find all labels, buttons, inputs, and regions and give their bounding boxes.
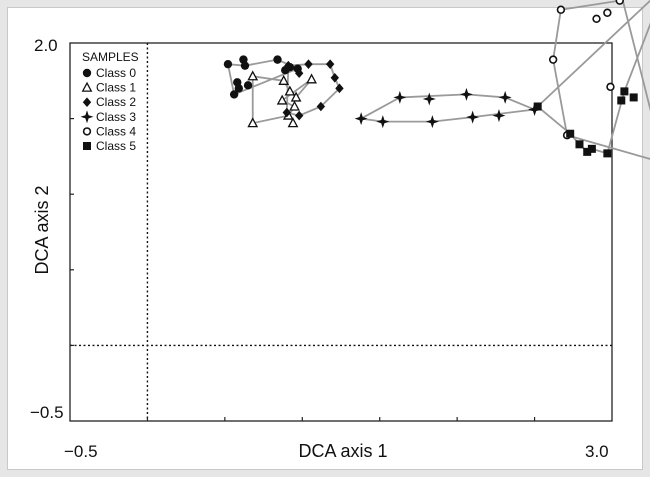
point-class-0: [223, 59, 233, 69]
point-class-0: [243, 81, 253, 90]
point-class-4: [556, 5, 566, 14]
point-class-3: [354, 112, 368, 126]
point-class-4: [592, 14, 601, 24]
point-class-1: [287, 117, 299, 128]
point-class-1: [247, 70, 259, 81]
point-class-1: [278, 74, 290, 85]
point-class-3: [459, 87, 473, 101]
point-class-2: [335, 83, 344, 94]
point-class-5: [617, 96, 626, 105]
y-tick-label-bottom: −0.5: [30, 403, 64, 422]
legend-label-class-5: Class 5: [96, 139, 136, 153]
legend-marker-class-2: [82, 97, 92, 107]
point-class-4: [615, 0, 624, 5]
legend-marker-class-0: [82, 68, 92, 78]
legend-label-class-4: Class 4: [96, 124, 136, 138]
hull-class-4: [552, 0, 650, 160]
point-class-5: [566, 129, 575, 138]
point-class-3: [492, 109, 506, 123]
chart-frame: [7, 7, 643, 470]
point-class-5: [575, 140, 584, 149]
legend-label-class-0: Class 0: [96, 66, 136, 80]
point-class-3: [498, 90, 512, 104]
point-class-3: [376, 115, 390, 129]
hull-class-5: [536, 0, 650, 155]
x-tick-label-left: −0.5: [64, 442, 98, 461]
x-axis-title: DCA axis 1: [298, 441, 387, 461]
y-tick-label-top: 2.0: [34, 36, 58, 55]
point-class-0: [234, 84, 243, 93]
point-class-5: [603, 149, 612, 158]
x-tick-label-right: 3.0: [585, 442, 609, 461]
legend-title: SAMPLES: [82, 50, 139, 64]
point-class-1: [276, 94, 288, 105]
legend-marker-class-1: [81, 81, 93, 92]
point-class-4: [548, 55, 558, 64]
legend-marker-class-3: [80, 110, 94, 124]
point-class-5: [533, 102, 542, 111]
legend-label-class-3: Class 3: [96, 110, 136, 124]
point-class-3: [393, 90, 407, 104]
point-class-3: [425, 115, 439, 129]
point-class-1: [247, 117, 259, 128]
legend-marker-class-4: [82, 127, 92, 136]
point-class-5: [620, 87, 629, 96]
point-class-1: [289, 100, 300, 111]
point-class-4: [603, 8, 612, 17]
point-class-5: [629, 93, 638, 102]
point-class-2: [325, 59, 335, 69]
point-class-2: [330, 72, 340, 83]
plot-area: [69, 42, 613, 422]
point-class-0: [240, 61, 250, 70]
point-class-1: [306, 73, 317, 84]
point-class-2: [316, 101, 326, 112]
hull-class-3: [360, 93, 536, 123]
point-class-1: [284, 85, 296, 96]
point-class-0: [229, 90, 239, 99]
point-class-2: [294, 110, 304, 121]
point-class-3: [466, 110, 480, 124]
point-class-2: [294, 68, 304, 79]
point-class-2: [282, 107, 291, 118]
point-class-4: [606, 82, 615, 92]
point-class-0: [273, 55, 282, 64]
point-class-2: [304, 59, 313, 69]
legend-label-class-2: Class 2: [96, 95, 136, 109]
point-class-5: [583, 147, 592, 156]
point-class-2: [284, 60, 293, 71]
point-class-1: [290, 91, 302, 102]
y-axis-title: DCA axis 2: [32, 185, 52, 274]
legend-marker-class-5: [83, 142, 91, 150]
legend-label-class-1: Class 1: [96, 81, 136, 95]
point-class-3: [422, 92, 436, 106]
point-class-5: [587, 144, 596, 153]
